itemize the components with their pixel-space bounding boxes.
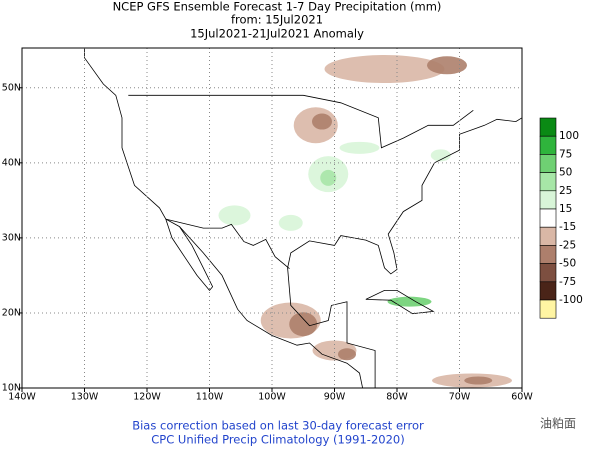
colorbar-label: 15 — [559, 203, 572, 215]
x-tick-label: 100W — [258, 392, 286, 403]
colorbar-label: 75 — [559, 148, 572, 160]
colorbar-label: 25 — [559, 185, 572, 197]
coastline — [165, 218, 214, 292]
coastline — [84, 48, 523, 389]
footer-line: Bias correction based on last 30-day for… — [132, 419, 424, 433]
anomaly-area — [338, 348, 356, 361]
colorbar-swatch — [539, 299, 557, 319]
x-tick-label: 120W — [133, 392, 161, 403]
colorbar-label: 50 — [559, 167, 572, 179]
title-line: NCEP GFS Ensemble Forecast 1-7 Day Preci… — [113, 0, 442, 14]
title-line: 15Jul2021-21Jul2021 Anomaly — [190, 27, 364, 41]
anomaly-area — [339, 141, 380, 154]
border — [165, 218, 290, 270]
anomaly-area — [430, 149, 451, 162]
watermark: 油粕面 — [540, 416, 576, 431]
colorbar-swatch — [539, 263, 557, 283]
x-tick-label: 60W — [511, 392, 533, 403]
colorbar-swatch — [539, 117, 557, 137]
colorbar-swatch — [539, 208, 557, 228]
x-tick-label: 80W — [386, 392, 408, 403]
anomaly-area — [320, 169, 337, 186]
colorbar-swatch — [539, 135, 557, 155]
y-tick-label: 10N — [2, 383, 21, 394]
x-tick-label: 130W — [71, 392, 99, 403]
anomaly-area — [312, 113, 332, 130]
colorbar-label: 100 — [559, 130, 579, 142]
colorbar-label: -25 — [559, 239, 576, 251]
colorbar-label: -100 — [559, 294, 583, 306]
anomaly-area — [427, 56, 467, 75]
x-tick-label: 70W — [449, 392, 471, 403]
map — [21, 48, 523, 389]
anomaly-area — [218, 205, 251, 226]
colorbar-swatch — [539, 226, 557, 246]
x-tick-label: 90W — [324, 392, 346, 403]
anomaly-area — [464, 376, 493, 385]
colorbar-label: -75 — [559, 276, 576, 288]
colorbar-swatch — [539, 281, 557, 301]
anomaly-area — [289, 312, 318, 337]
border — [128, 94, 474, 149]
title-line: from: 15Jul2021 — [231, 13, 323, 27]
colorbar-swatch — [539, 245, 557, 264]
x-tick-label: 110W — [196, 392, 224, 403]
x-tick-label: 140W — [8, 392, 36, 403]
colorbar-label: -50 — [559, 258, 576, 270]
colorbar-swatch — [539, 172, 557, 192]
anomaly-area — [324, 55, 445, 84]
coastline — [365, 290, 435, 315]
y-tick-label: 20N — [2, 307, 21, 318]
y-tick-label: 40N — [2, 157, 21, 168]
colorbar-swatch — [539, 190, 557, 210]
colorbar-swatch — [539, 154, 557, 173]
y-tick-label: 30N — [2, 232, 21, 243]
colorbar: 100 75 50 25 15 -15 -25 -50 -75 -100 — [539, 117, 583, 319]
colorbar-label: -15 — [559, 221, 576, 233]
y-tick-label: 50N — [2, 82, 21, 93]
anomaly-area — [278, 214, 303, 231]
footer-line: CPC Unified Precip Climatology (1991-202… — [151, 433, 404, 447]
